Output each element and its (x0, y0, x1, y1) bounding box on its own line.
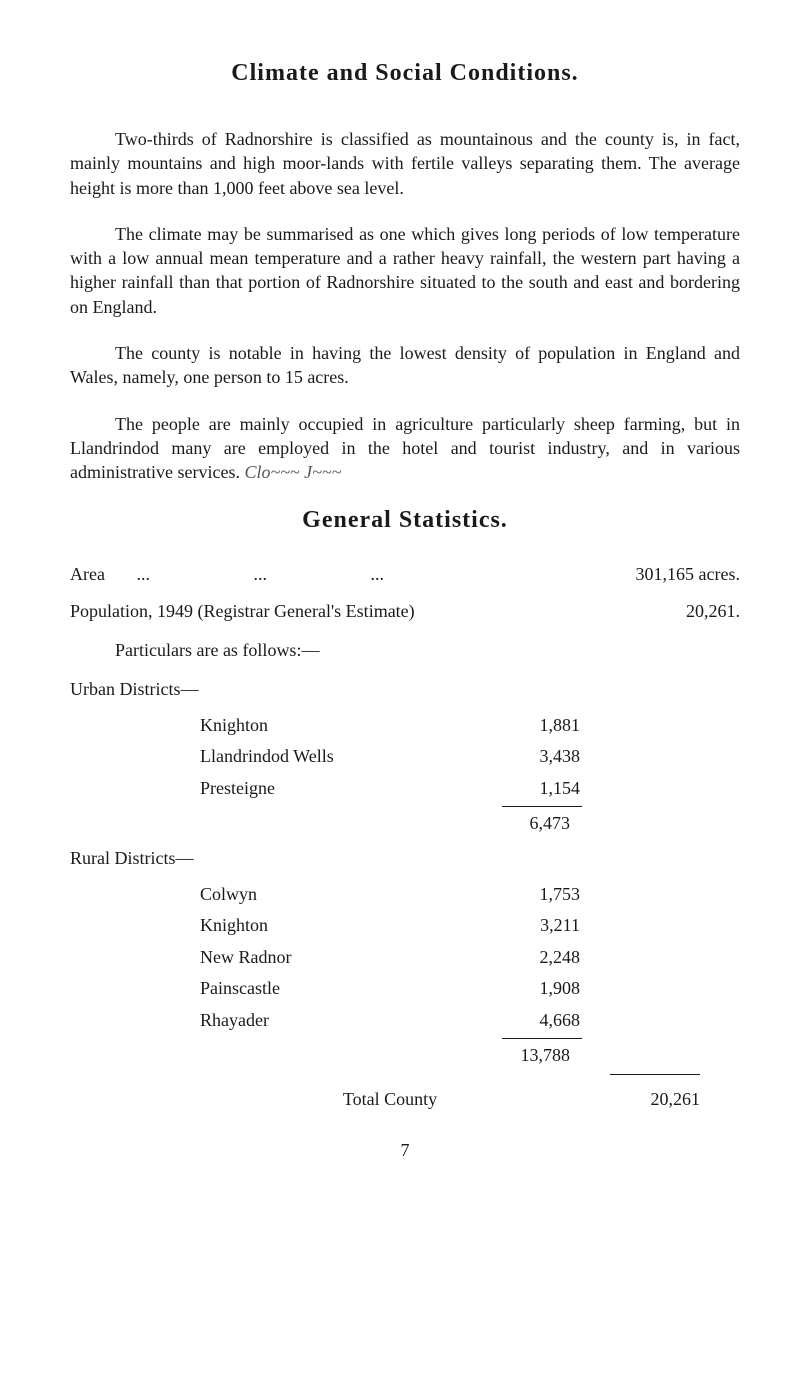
subtotal-cell (580, 773, 700, 805)
area-stat: Area ... ... ... 301,165 acres. (70, 564, 740, 585)
urban-subtotal-row: 6,473 (70, 809, 740, 838)
district-value: 1,753 (460, 879, 580, 911)
rule-icon (610, 1074, 700, 1075)
table-row: Llandrindod Wells 3,438 (70, 741, 740, 773)
district-label: Knighton (70, 910, 460, 942)
document-page: Climate and Social Conditions. Two-third… (0, 0, 800, 1379)
subtotal-cell (580, 710, 700, 742)
paragraph-1: Two-thirds of Radnorshire is classified … (70, 127, 740, 200)
district-value: 1,908 (460, 973, 580, 1005)
spacer (70, 1041, 330, 1070)
subtotal-cell (580, 1005, 700, 1037)
urban-subtotal: 6,473 (450, 809, 570, 838)
rural-subtotal-row: 13,788 (70, 1041, 740, 1070)
district-label: Llandrindod Wells (70, 741, 460, 773)
table-row: Presteigne 1,154 (70, 773, 740, 805)
subtotal-cell (580, 879, 700, 911)
paragraph-2: The climate may be summarised as one whi… (70, 222, 740, 319)
paragraph-4-text: The people are mainly occupied in agricu… (70, 414, 740, 483)
district-value: 1,154 (460, 773, 580, 805)
district-value: 2,248 (460, 942, 580, 974)
total-county-value: 20,261 (580, 1089, 700, 1110)
population-value: 20,261. (686, 601, 740, 622)
table-row: New Radnor 2,248 (70, 942, 740, 974)
paragraph-4: The people are mainly occupied in agricu… (70, 412, 740, 485)
total-county-label: Total County (70, 1089, 580, 1110)
district-label: Colwyn (70, 879, 460, 911)
subtotal-cell (580, 973, 700, 1005)
district-value: 4,668 (460, 1005, 580, 1037)
rule-icon (502, 806, 582, 807)
district-label: Rhayader (70, 1005, 460, 1037)
district-label: New Radnor (70, 942, 460, 974)
subtotal-cell (580, 741, 700, 773)
paragraph-3: The county is notable in having the lowe… (70, 341, 740, 390)
total-county-row: Total County 20,261 (70, 1089, 740, 1110)
district-label: Presteigne (70, 773, 460, 805)
page-title: Climate and Social Conditions. (70, 60, 740, 87)
spacer (70, 809, 330, 838)
particulars-intro: Particulars are as follows:— (115, 640, 740, 661)
table-row: Rhayader 4,668 (70, 1005, 740, 1037)
table-row: Painscastle 1,908 (70, 973, 740, 1005)
section-title: General Statistics. (70, 507, 740, 534)
table-row: Colwyn 1,753 (70, 879, 740, 911)
rural-districts-header: Rural Districts— (70, 848, 740, 869)
spacer (330, 809, 450, 838)
district-label: Knighton (70, 710, 460, 742)
urban-districts-header: Urban Districts— (70, 679, 740, 700)
rural-subtotal: 13,788 (450, 1041, 570, 1070)
area-value: 301,165 acres. (636, 564, 740, 585)
table-row: Knighton 3,211 (70, 910, 740, 942)
subtotal-cell (580, 942, 700, 974)
page-number: 7 (70, 1140, 740, 1161)
population-stat: Population, 1949 (Registrar General's Es… (70, 601, 740, 622)
population-label: Population, 1949 (Registrar General's Es… (70, 601, 415, 622)
subtotal-cell (580, 910, 700, 942)
table-row: Knighton 1,881 (70, 710, 740, 742)
district-value: 1,881 (460, 710, 580, 742)
district-value: 3,211 (460, 910, 580, 942)
rule-icon (502, 1038, 582, 1039)
district-value: 3,438 (460, 741, 580, 773)
spacer (330, 1041, 450, 1070)
handwritten-annotation: Clo~~~ J~~~ (244, 462, 341, 482)
district-label: Painscastle (70, 973, 460, 1005)
area-label: Area ... ... ... (70, 564, 384, 585)
